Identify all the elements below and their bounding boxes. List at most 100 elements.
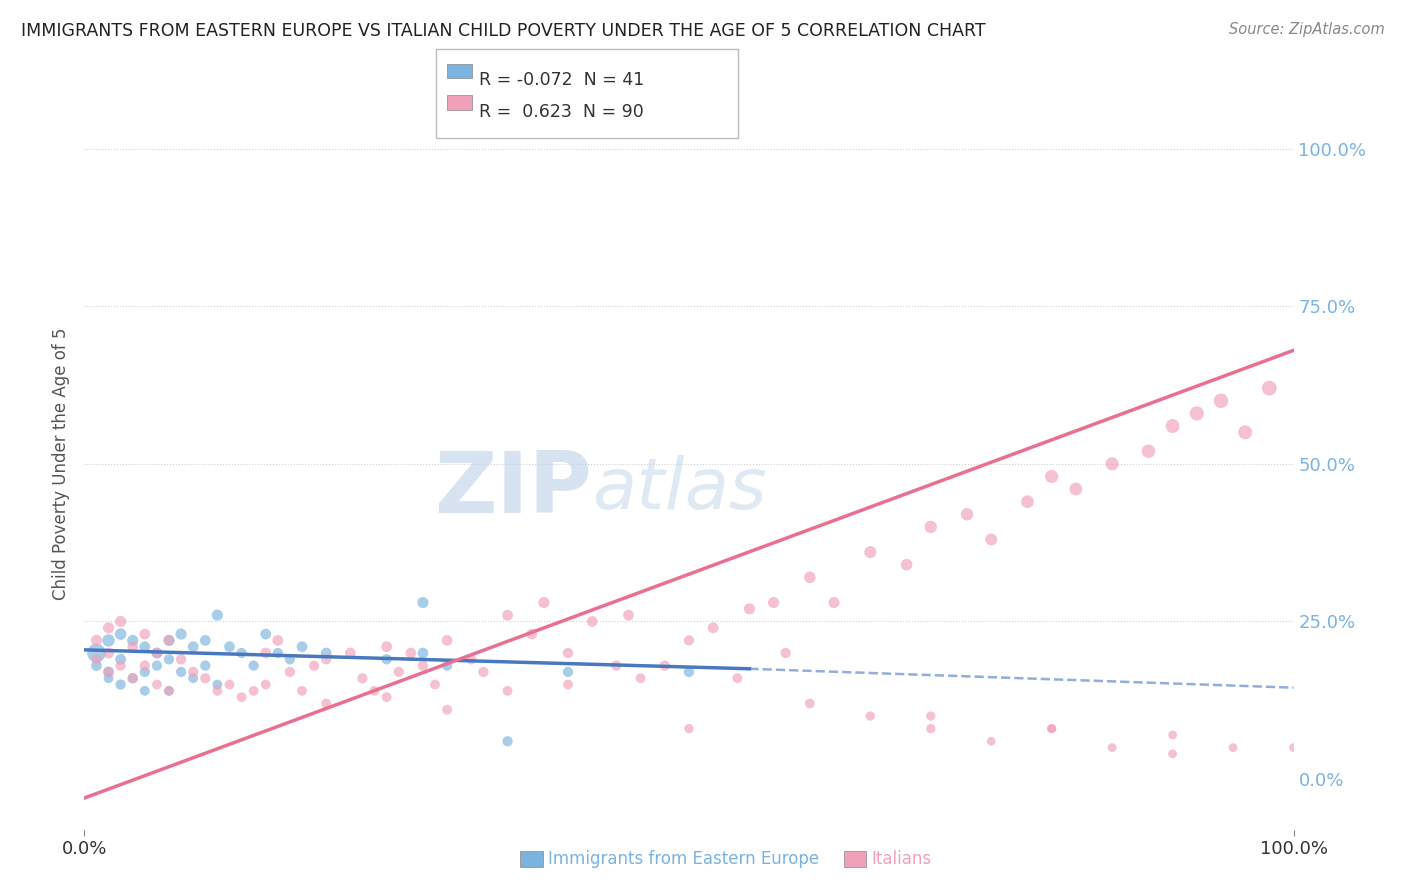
Point <box>352 671 374 685</box>
Point <box>110 627 132 641</box>
Point <box>557 665 579 679</box>
Point <box>121 671 143 685</box>
Point <box>1209 393 1232 408</box>
Point <box>412 646 434 660</box>
Point <box>533 596 555 610</box>
Text: Source: ZipAtlas.com: Source: ZipAtlas.com <box>1229 22 1385 37</box>
Point <box>242 658 264 673</box>
Point <box>1017 494 1039 508</box>
Point <box>194 658 217 673</box>
Point <box>110 615 132 629</box>
Point <box>157 633 180 648</box>
Point <box>231 646 253 660</box>
Point <box>1137 444 1160 458</box>
Y-axis label: Child Poverty Under the Age of 5: Child Poverty Under the Age of 5 <box>52 327 70 600</box>
Point <box>315 697 337 711</box>
Point <box>375 640 398 654</box>
Point <box>146 646 169 660</box>
Point <box>775 646 797 660</box>
Point <box>1258 381 1281 395</box>
Point <box>920 709 942 723</box>
Point <box>1040 469 1063 483</box>
Text: Italians: Italians <box>872 850 932 868</box>
Point <box>291 640 314 654</box>
Point <box>315 646 337 660</box>
Point <box>121 640 143 654</box>
Point <box>181 640 204 654</box>
Point <box>1222 740 1244 755</box>
Point <box>278 652 301 666</box>
Point <box>678 665 700 679</box>
Point <box>980 734 1002 748</box>
Point <box>1161 728 1184 742</box>
Point <box>315 652 337 666</box>
Point <box>363 683 385 698</box>
Point <box>472 665 495 679</box>
Point <box>799 570 821 584</box>
Point <box>254 646 277 660</box>
Point <box>375 652 398 666</box>
Point <box>920 722 942 736</box>
Point <box>207 677 229 691</box>
Point <box>762 596 785 610</box>
Point <box>738 602 761 616</box>
Point <box>86 633 108 648</box>
Point <box>412 596 434 610</box>
Point <box>97 646 120 660</box>
Point <box>388 665 411 679</box>
Point <box>157 683 180 698</box>
Point <box>97 665 120 679</box>
Point <box>460 652 482 666</box>
Point <box>146 646 169 660</box>
Point <box>412 658 434 673</box>
Point <box>654 658 676 673</box>
Point <box>436 703 458 717</box>
Point <box>1282 740 1305 755</box>
Point <box>375 690 398 705</box>
Point <box>134 627 156 641</box>
Point <box>194 671 217 685</box>
Point <box>97 665 120 679</box>
Point <box>725 671 748 685</box>
Point <box>86 652 108 666</box>
Point <box>181 671 204 685</box>
Point <box>157 652 180 666</box>
Point <box>170 665 193 679</box>
Point <box>1161 747 1184 761</box>
Text: R =  0.623  N = 90: R = 0.623 N = 90 <box>479 103 644 120</box>
Point <box>1161 419 1184 434</box>
Point <box>823 596 845 610</box>
Point <box>339 646 361 660</box>
Point <box>218 677 240 691</box>
Point <box>86 658 108 673</box>
Point <box>146 658 169 673</box>
Point <box>267 633 290 648</box>
Point <box>557 646 579 660</box>
Point <box>1064 482 1087 496</box>
Point <box>423 677 446 691</box>
Point <box>134 665 156 679</box>
Point <box>278 665 301 679</box>
Point <box>170 652 193 666</box>
Point <box>678 722 700 736</box>
Point <box>1185 406 1208 420</box>
Point <box>267 646 290 660</box>
Point <box>254 677 277 691</box>
Point <box>896 558 918 572</box>
Point <box>920 520 942 534</box>
Point <box>956 508 979 522</box>
Point <box>496 734 519 748</box>
Point <box>302 658 325 673</box>
Point <box>170 627 193 641</box>
Point <box>231 690 253 705</box>
Point <box>1101 457 1123 471</box>
Point <box>86 646 108 660</box>
Point <box>496 608 519 623</box>
Point <box>254 627 277 641</box>
Point <box>617 608 640 623</box>
Point <box>436 658 458 673</box>
Point <box>1234 425 1257 440</box>
Point <box>110 677 132 691</box>
Point <box>110 652 132 666</box>
Point <box>678 633 700 648</box>
